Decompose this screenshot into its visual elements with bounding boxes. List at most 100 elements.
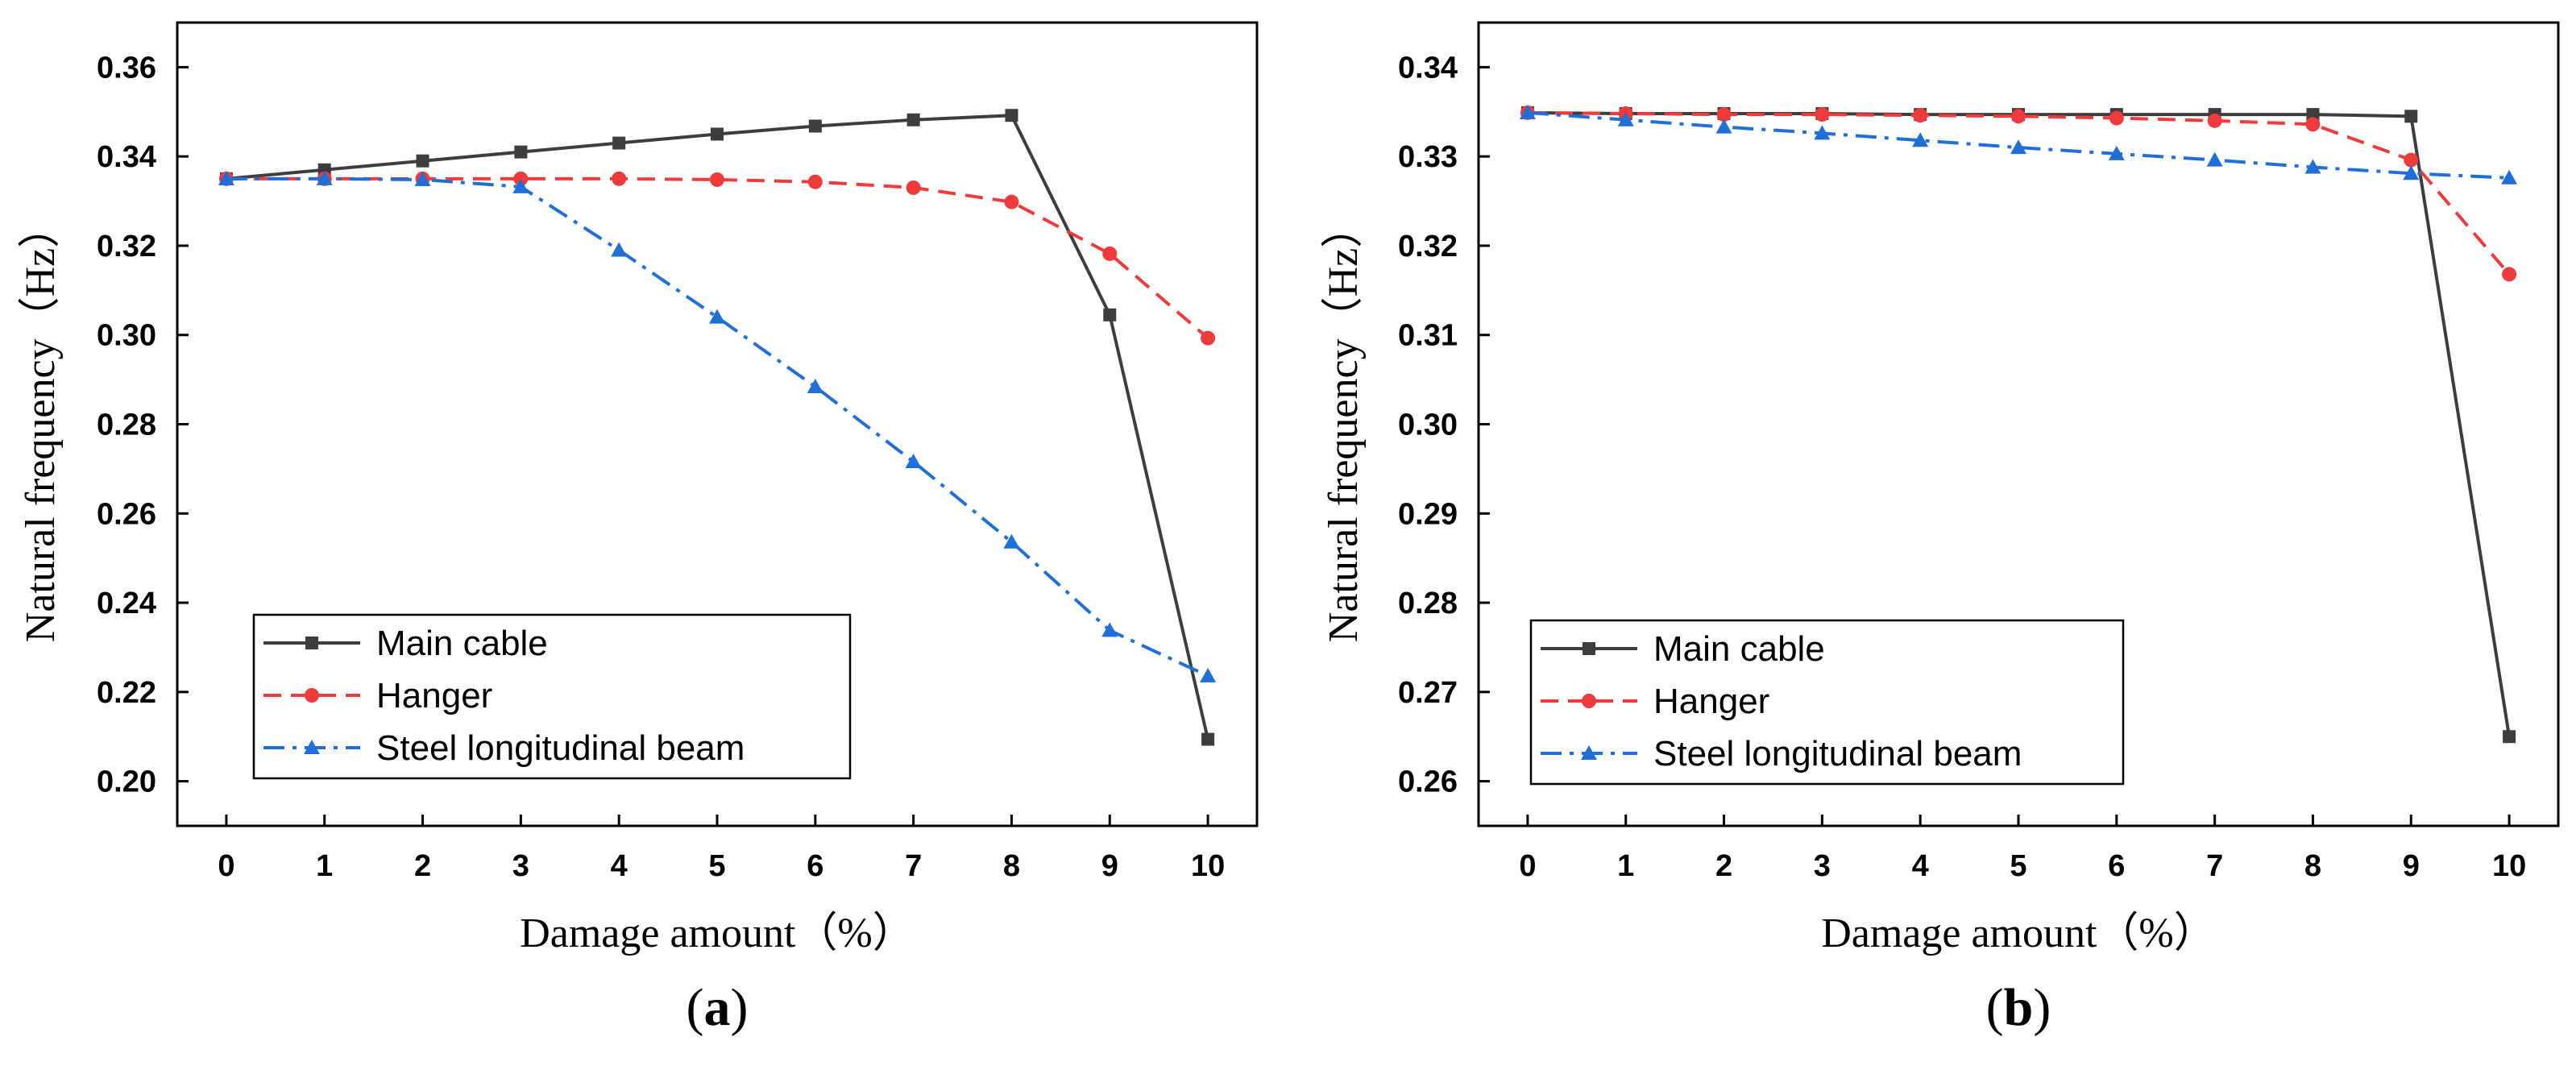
x-tick-label: 4 bbox=[611, 849, 628, 883]
x-tick-label: 10 bbox=[2492, 849, 2526, 883]
x-tick-label: 3 bbox=[512, 849, 529, 883]
data-point-triangle bbox=[2403, 165, 2420, 180]
data-point-square bbox=[416, 154, 429, 168]
data-point-square bbox=[906, 113, 920, 126]
x-tick-label: 7 bbox=[905, 849, 922, 883]
y-tick-label: 0.32 bbox=[97, 230, 156, 263]
legend-entry: Steel longitudinal beam bbox=[376, 728, 745, 768]
data-point-triangle bbox=[2108, 145, 2125, 160]
data-point-triangle bbox=[316, 170, 333, 185]
y-tick-label: 0.27 bbox=[1398, 676, 1458, 710]
x-tick-label: 1 bbox=[316, 849, 333, 883]
data-point-circle bbox=[1102, 246, 1118, 261]
series-line-circle bbox=[226, 176, 1209, 340]
panel-label: (b) bbox=[1986, 978, 2051, 1037]
x-tick-label: 2 bbox=[414, 849, 431, 883]
data-point-circle bbox=[2502, 267, 2517, 282]
x-axis-title: Damage amount（%） bbox=[520, 910, 915, 956]
legend-marker-triangle bbox=[1581, 745, 1597, 760]
data-point-triangle bbox=[1200, 667, 1217, 682]
panel-label-letter: b bbox=[2004, 978, 2034, 1037]
x-tick-label: 0 bbox=[1519, 849, 1536, 883]
panel-label-open: ( bbox=[687, 978, 704, 1037]
x-tick-label: 5 bbox=[708, 849, 725, 883]
legend-entry: Steel longitudinal beam bbox=[1653, 734, 2022, 773]
data-point-circle bbox=[2011, 109, 2026, 124]
y-tick-label: 0.30 bbox=[1398, 409, 1458, 442]
legend-entry: Hanger bbox=[1653, 682, 1769, 721]
data-point-triangle bbox=[2010, 139, 2026, 155]
data-point-circle bbox=[1201, 330, 1216, 346]
panel-label-letter: a bbox=[704, 978, 731, 1037]
data-point-triangle bbox=[709, 309, 725, 324]
legend-entry: Main cable bbox=[1653, 629, 1825, 669]
data-point-triangle bbox=[1519, 104, 1536, 119]
y-tick-label: 0.20 bbox=[97, 765, 156, 799]
y-axis-title: Natural frequency（Hz） bbox=[1321, 206, 1367, 642]
data-point-triangle bbox=[2304, 159, 2321, 174]
legend-marker-triangle bbox=[304, 740, 320, 754]
x-tick-label: 4 bbox=[1912, 849, 1929, 883]
legend-marker-square bbox=[305, 637, 318, 649]
y-tick-label: 0.31 bbox=[1398, 319, 1458, 353]
x-tick-label: 9 bbox=[1101, 849, 1118, 883]
data-point-circle bbox=[1913, 108, 1928, 123]
x-tick-label: 7 bbox=[2206, 849, 2223, 883]
legend-marker-square bbox=[1583, 642, 1595, 655]
x-tick-label: 2 bbox=[1715, 849, 1732, 883]
data-point-triangle bbox=[1617, 111, 1634, 126]
x-tick-label: 10 bbox=[1191, 849, 1225, 883]
y-tick-label: 0.32 bbox=[1398, 230, 1458, 263]
data-point-circle bbox=[1716, 107, 1732, 122]
y-tick-label: 0.30 bbox=[97, 319, 156, 353]
data-point-circle bbox=[906, 180, 921, 195]
data-point-triangle bbox=[512, 178, 529, 193]
panel-label-close: ) bbox=[731, 978, 749, 1037]
y-tick-label: 0.34 bbox=[97, 140, 156, 174]
y-tick-label: 0.33 bbox=[1398, 140, 1458, 174]
data-point-circle bbox=[1815, 107, 1830, 122]
y-tick-label: 0.28 bbox=[97, 409, 156, 442]
data-point-triangle bbox=[218, 170, 234, 185]
data-point-circle bbox=[2207, 113, 2222, 128]
y-tick-label: 0.26 bbox=[1398, 765, 1458, 799]
data-point-triangle bbox=[414, 171, 431, 186]
data-point-triangle bbox=[1715, 118, 1732, 134]
y-tick-label: 0.24 bbox=[97, 587, 156, 620]
panel-label-close: ) bbox=[2033, 978, 2051, 1037]
data-point-circle bbox=[2109, 110, 2124, 126]
legend-entry: Hanger bbox=[376, 676, 492, 715]
data-point-triangle bbox=[2501, 169, 2518, 185]
y-axis-title: Natural frequency（Hz） bbox=[18, 206, 64, 642]
data-point-circle bbox=[710, 172, 724, 187]
panel-label: (a) bbox=[687, 978, 749, 1037]
x-tick-label: 9 bbox=[2403, 849, 2420, 883]
chart-panel-a: 0.20 0.22 0.24 0.26 0.28 0.30 0.32 0.34 0.36 0 1 2 3… bbox=[18, 21, 1259, 1037]
data-point-triangle bbox=[807, 378, 823, 393]
data-point-triangle bbox=[1003, 533, 1020, 549]
chart-panel-b: 0.26 0.27 0.28 0.29 0.30 0.31 0.32 0.33 0.34 0 1 2 3… bbox=[1321, 21, 2560, 1037]
data-point-triangle bbox=[1814, 125, 1831, 140]
legend-entry: Main cable bbox=[376, 624, 548, 663]
x-tick-label: 5 bbox=[2010, 849, 2026, 883]
y-tick-label: 0.26 bbox=[97, 497, 156, 531]
x-tick-label: 6 bbox=[2108, 849, 2125, 883]
y-tick-label: 0.29 bbox=[1398, 497, 1458, 531]
data-point-triangle bbox=[2206, 151, 2223, 167]
x-axis-title: Damage amount（%） bbox=[1821, 910, 2216, 956]
data-point-circle bbox=[2404, 152, 2419, 168]
x-tick-label: 6 bbox=[807, 849, 823, 883]
data-point-square bbox=[514, 145, 528, 159]
x-tick-label: 1 bbox=[1617, 849, 1634, 883]
data-point-square bbox=[808, 119, 822, 133]
series-line-triangle bbox=[226, 176, 1209, 678]
legend-marker-circle bbox=[1582, 694, 1596, 708]
data-point-square bbox=[1103, 308, 1117, 321]
legend-marker-circle bbox=[305, 688, 319, 703]
data-point-triangle bbox=[1912, 132, 1929, 147]
panel-label-open: ( bbox=[1986, 978, 2004, 1037]
y-tick-label: 0.22 bbox=[97, 676, 156, 710]
x-tick-label: 3 bbox=[1814, 849, 1831, 883]
series-line-circle bbox=[1527, 110, 2511, 276]
